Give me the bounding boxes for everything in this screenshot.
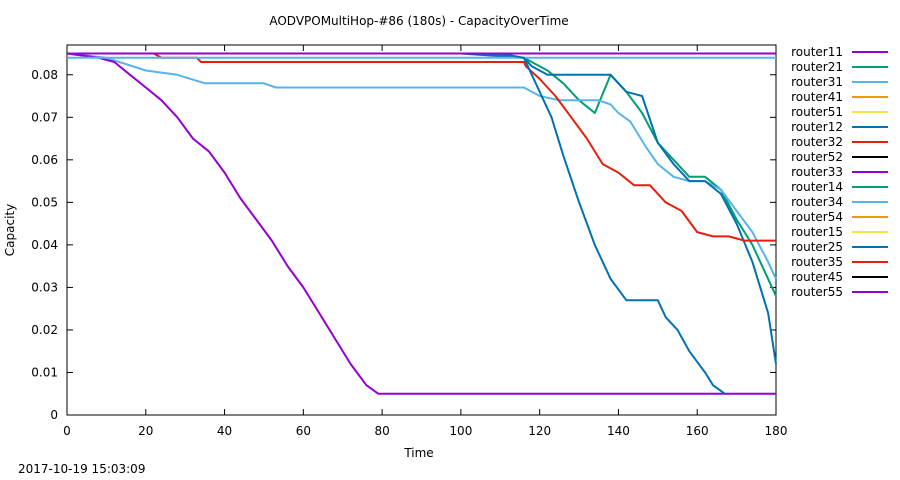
series-line-router31 — [66, 52, 777, 280]
x-tick-label: 60 — [296, 424, 311, 438]
legend-label: router12 — [791, 120, 843, 134]
series-line-router21 — [67, 52, 777, 297]
legend-label: router14 — [791, 180, 843, 194]
y-tick-label: 0 — [50, 408, 58, 422]
timestamp: 2017-10-19 15:03:09 — [18, 462, 146, 476]
y-axis-label: Capacity — [3, 204, 17, 256]
y-tick-label: 0.07 — [31, 110, 58, 124]
x-tick-label: 20 — [138, 424, 153, 438]
legend-label: router54 — [791, 210, 843, 224]
legend-label: router25 — [791, 240, 843, 254]
plot-frame — [66, 44, 777, 416]
legend-label: router32 — [791, 135, 843, 149]
y-tick-label: 0.01 — [31, 365, 58, 379]
x-tick-label: 120 — [528, 424, 551, 438]
series-lines — [66, 52, 777, 395]
y-tick-label: 0.05 — [31, 195, 58, 209]
y-tick-label: 0.08 — [31, 68, 58, 82]
legend-label: router55 — [791, 285, 843, 299]
x-tick-label: 100 — [449, 424, 472, 438]
series-line-router12 — [67, 52, 777, 365]
legend-label: router52 — [791, 150, 843, 164]
x-tick-label: 160 — [686, 424, 709, 438]
legend-label: router45 — [791, 270, 843, 284]
x-tick-label: 140 — [607, 424, 630, 438]
y-tick-label: 0.02 — [31, 323, 58, 337]
legend-label: router51 — [791, 105, 843, 119]
x-tick-label: 80 — [374, 424, 389, 438]
legend-label: router41 — [791, 90, 843, 104]
chart-title: AODVPOMultiHop-#86 (180s) - CapacityOver… — [269, 14, 568, 28]
y-tick-label: 0.06 — [31, 153, 58, 167]
y-tick-label: 0.03 — [31, 280, 58, 294]
legend: router11router21router31router41router51… — [791, 45, 888, 299]
legend-label: router11 — [791, 45, 843, 59]
legend-label: router31 — [791, 75, 843, 89]
series-line-router25 — [67, 52, 726, 395]
legend-label: router34 — [791, 195, 843, 209]
legend-label: router35 — [791, 255, 843, 269]
x-tick-label: 40 — [217, 424, 232, 438]
legend-label: router21 — [791, 60, 843, 74]
series-line-router33 — [66, 52, 776, 395]
x-tick-label: 180 — [765, 424, 788, 438]
x-tick-label: 0 — [63, 424, 71, 438]
legend-label: router33 — [791, 165, 843, 179]
x-axis-label: Time — [403, 446, 433, 460]
series-line-router32 — [67, 52, 776, 242]
axis-ticks: 0 20 40 60 80 100 120 140 160 180 0 0.01 0.02 0.03 0.0… — [31, 45, 787, 438]
y-tick-label: 0.04 — [31, 238, 58, 252]
legend-label: router15 — [791, 225, 843, 239]
